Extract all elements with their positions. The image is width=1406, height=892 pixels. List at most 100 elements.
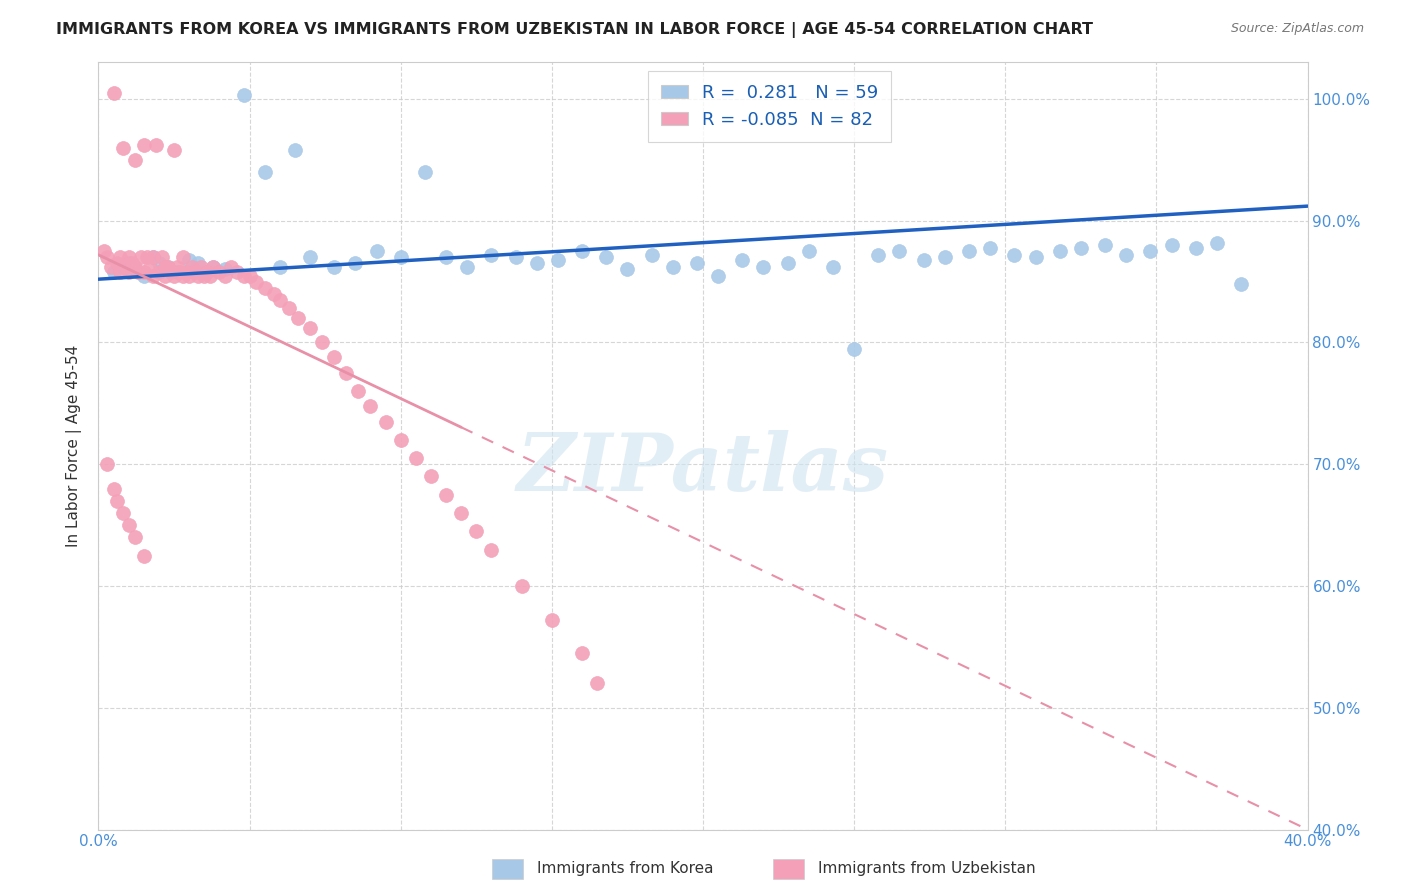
Point [214, 262, 236, 277]
Point [510, 579, 533, 593]
Point [707, 268, 730, 283]
Point [456, 260, 478, 274]
Point [179, 268, 201, 283]
Point [202, 260, 225, 274]
Point [287, 311, 309, 326]
Point [111, 506, 134, 520]
Point [163, 143, 186, 157]
Point [1070, 240, 1092, 254]
Point [118, 256, 141, 270]
Point [284, 143, 307, 157]
Point [142, 268, 165, 283]
Point [105, 256, 128, 270]
Point [269, 260, 291, 274]
Point [844, 342, 866, 356]
Point [434, 250, 457, 264]
Point [111, 141, 134, 155]
Point [979, 240, 1001, 254]
Point [640, 248, 662, 262]
Point [118, 518, 141, 533]
Point [166, 260, 188, 274]
Point [132, 138, 155, 153]
Point [153, 260, 176, 274]
Point [311, 335, 333, 350]
Point [190, 260, 212, 274]
Point [335, 366, 357, 380]
Point [616, 262, 638, 277]
Point [1139, 244, 1161, 259]
Point [374, 415, 396, 429]
Point [253, 165, 276, 179]
Point [114, 260, 136, 274]
Y-axis label: In Labor Force | Age 45-54: In Labor Force | Age 45-54 [66, 345, 83, 547]
Point [1115, 248, 1137, 262]
Point [299, 250, 322, 264]
Point [93, 244, 115, 259]
Point [148, 256, 170, 270]
Point [187, 256, 209, 270]
Point [776, 256, 799, 270]
Point [145, 138, 167, 153]
Point [821, 260, 844, 274]
Point [148, 265, 170, 279]
Point [481, 248, 503, 262]
Point [221, 260, 243, 274]
Point [253, 281, 276, 295]
Point [912, 252, 935, 267]
Point [118, 265, 141, 279]
Point [200, 268, 222, 283]
Point [323, 350, 346, 364]
Point [232, 268, 254, 283]
Point [1024, 250, 1046, 264]
Point [245, 275, 267, 289]
Point [184, 265, 207, 279]
Point [505, 250, 527, 264]
Point [1049, 244, 1071, 259]
Point [111, 260, 134, 274]
Point [103, 265, 125, 279]
Point [118, 250, 141, 264]
Point [889, 244, 911, 259]
Point [108, 265, 131, 279]
Point [434, 488, 457, 502]
Point [389, 250, 412, 264]
Point [1160, 238, 1182, 252]
Point [103, 86, 125, 100]
Point [1206, 235, 1229, 250]
Point [686, 256, 709, 270]
Point [347, 384, 370, 399]
Point [166, 265, 188, 279]
Point [547, 252, 569, 267]
Point [105, 493, 128, 508]
Point [193, 268, 215, 283]
Point [1184, 240, 1206, 254]
Point [405, 451, 427, 466]
Point [586, 676, 609, 690]
Point [934, 250, 956, 264]
Point [450, 506, 472, 520]
Point [957, 244, 980, 259]
Point [752, 260, 775, 274]
Point [232, 88, 254, 103]
Point [179, 252, 201, 267]
Point [526, 256, 548, 270]
Point [299, 321, 322, 335]
Point [96, 250, 118, 264]
Text: Immigrants from Uzbekistan: Immigrants from Uzbekistan [818, 862, 1036, 876]
Point [214, 268, 236, 283]
Point [127, 265, 149, 279]
Point [135, 250, 157, 264]
Point [153, 268, 176, 283]
Point [169, 265, 191, 279]
Point [208, 265, 231, 279]
Point [277, 301, 299, 316]
Point [661, 260, 683, 274]
Point [360, 399, 382, 413]
Point [103, 482, 125, 496]
Point [96, 457, 118, 471]
Point [124, 262, 146, 277]
Point [129, 250, 152, 264]
Point [1094, 238, 1116, 252]
Point [389, 433, 412, 447]
Point [142, 250, 165, 264]
